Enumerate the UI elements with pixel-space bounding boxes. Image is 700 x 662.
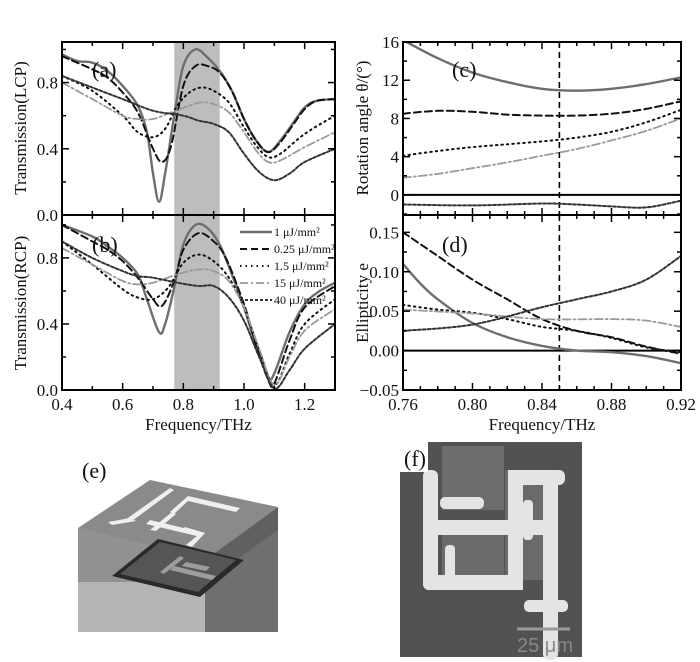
schematic-image-e: (e)	[78, 458, 278, 632]
panel-label-e: (e)	[82, 458, 106, 483]
series-line	[62, 222, 335, 381]
micrograph-image-f: (f) 25 μm	[400, 442, 582, 660]
y-axis-label: Transmission(LCP)	[11, 61, 30, 195]
series-group	[403, 42, 681, 209]
series-line	[62, 240, 335, 390]
plot-frame	[402, 214, 682, 391]
series-line	[62, 81, 335, 164]
y-axis-label: Transmission(RCP)	[11, 236, 30, 370]
series-line	[404, 42, 681, 92]
x-tick-label: 0.8	[173, 395, 194, 414]
y-axis-label: Rotation angle θ/(°)	[353, 61, 372, 196]
series-group	[62, 48, 335, 204]
chart-panel-a: 0.0 0.4 0.8 (a) Transmission(LCP)	[11, 41, 336, 225]
series-group	[403, 231, 681, 365]
chart-panel-d: −0.05 0.00 0.05 0.10 0.15 0.76 0.80 0.84 0.88 0.9…	[353, 214, 696, 434]
x-axis-label: Frequency/THz	[145, 415, 252, 434]
y-tick-label: 0.00	[369, 342, 399, 361]
plot-frame	[61, 214, 336, 391]
series-line	[62, 55, 335, 164]
chart-panel-c: 0 4 8 12 16 (c) Rotation angle θ/(°)	[353, 33, 682, 216]
series-line	[403, 255, 681, 332]
x-tick-label: 0.4	[51, 395, 73, 414]
y-tick-label: −0.05	[360, 381, 399, 400]
y-tick-label: 0.8	[37, 249, 58, 268]
series-line	[403, 108, 681, 157]
y-tick-label: 0.05	[369, 302, 399, 321]
legend: 1 μJ/mm² 0.25 μJ/mm² 1.5 μJ/mm² 15 μJ/mm² 40…	[240, 225, 335, 307]
panel-label: (a)	[92, 57, 116, 82]
series-line	[403, 262, 681, 365]
x-tick-label: 0.88	[597, 395, 627, 414]
x-tick-label: 0.76	[388, 395, 418, 414]
panel-label: (d)	[442, 232, 468, 257]
series-line	[403, 303, 681, 354]
shaded-band	[174, 215, 220, 390]
x-tick-label: 0.80	[458, 395, 488, 414]
x-tick-label: 0.6	[112, 395, 133, 414]
series-line	[62, 74, 335, 182]
panel-label-f: (f)	[404, 446, 426, 471]
y-tick-label: 8	[391, 109, 400, 128]
scale-bar-label: 25 μm	[517, 635, 573, 657]
x-tick-label: 1.0	[233, 395, 254, 414]
legend-label: 15 μJ/mm²	[274, 276, 326, 290]
y-tick-label: 0.4	[37, 315, 59, 334]
series-line	[403, 100, 681, 117]
series-line	[403, 117, 681, 179]
y-tick-label: 0.0	[37, 206, 58, 225]
y-tick-label: 12	[382, 71, 399, 90]
x-axis-label: Frequency/THz	[489, 415, 596, 434]
panel-label: (b)	[92, 232, 118, 257]
series-line	[403, 199, 681, 209]
plot-frame	[402, 41, 682, 216]
legend-label: 1 μJ/mm²	[274, 225, 320, 239]
y-tick-label: 0	[391, 186, 400, 205]
y-tick-label: 0.8	[37, 74, 58, 93]
legend-label: 0.25 μJ/mm²	[274, 242, 335, 256]
x-tick-label: 1.2	[294, 395, 315, 414]
legend-label: 40 μJ/mm²	[274, 293, 326, 307]
chart-panel-b: 0.00.40.80.4 0.6 0.8 1.0 1.2(b)Transmission(…	[11, 214, 336, 434]
y-tick-label: 0.10	[369, 263, 399, 282]
y-tick-label: 4	[391, 148, 400, 167]
y-tick-label: 0.0	[37, 381, 58, 400]
series-line	[62, 247, 335, 386]
panel-label: (c)	[452, 57, 476, 82]
series-line	[62, 223, 335, 388]
y-tick-label: 0.15	[369, 223, 399, 242]
series-group	[62, 222, 335, 390]
x-tick-label: 0.84	[527, 395, 557, 414]
x-tick-label: 0.92	[666, 395, 696, 414]
y-axis-label: Ellipticity e	[353, 263, 372, 343]
series-line	[62, 48, 335, 204]
legend-label: 1.5 μJ/mm²	[274, 259, 329, 273]
series-line	[403, 308, 681, 328]
y-tick-label: 0.4	[37, 140, 59, 159]
y-tick-label: 16	[382, 33, 399, 52]
series-line	[62, 74, 335, 159]
